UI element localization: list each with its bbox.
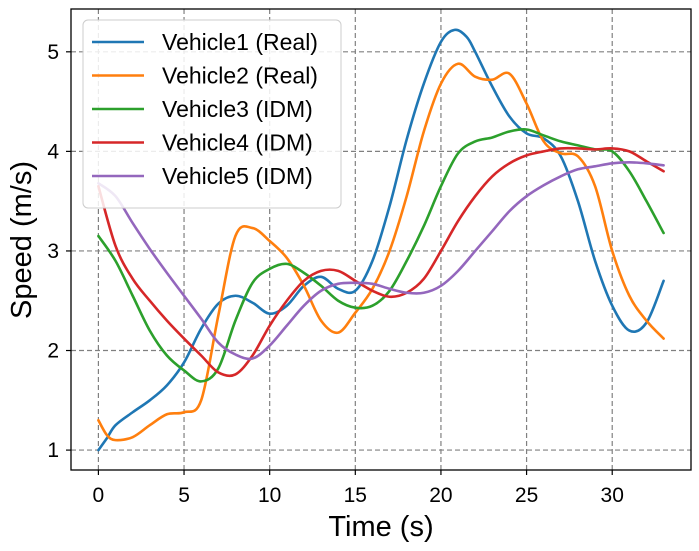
x-tick-label: 0 [93,484,105,507]
x-tick-label: 15 [344,484,367,507]
x-tick-label: 10 [258,484,281,507]
x-tick-label: 20 [429,484,452,507]
series-line-vehicle3 [97,128,665,383]
x-axis-title: Time (s) [328,511,433,543]
legend-label-vehicle5: Vehicle5 (IDM) [162,163,313,189]
series-lines [97,28,665,452]
x-tick-label: 25 [515,484,538,507]
axis-ticks: 0 5 10 15 20 25 30 1 2 3 4 5 [47,41,624,507]
series-line-vehicle5 [97,161,665,361]
y-tick-label: 3 [47,240,59,263]
plot-frame [70,8,692,471]
legend-label-vehicle4: Vehicle4 (IDM) [162,130,313,156]
series-line-vehicle2 [97,62,665,442]
legend-label-vehicle2: Vehicle2 (Real) [162,63,318,89]
legend: Vehicle1 (Real) Vehicle2 (Real) Vehicle3 (… [82,19,342,209]
legend-label-vehicle1: Vehicle1 (Real) [162,29,318,55]
legend-label-vehicle3: Vehicle3 (IDM) [162,96,313,122]
legend-box [82,19,342,209]
y-axis-title: Speed (m/s) [6,161,38,319]
x-tick-label: 5 [178,484,190,507]
y-tick-label: 4 [47,140,59,163]
y-tick-label: 2 [47,340,59,363]
series-line-vehicle1 [97,28,665,452]
x-tick-label: 30 [601,484,624,507]
y-tick-label: 1 [47,439,59,462]
series-line-vehicle4 [97,146,665,378]
y-tick-label: 5 [47,41,59,64]
